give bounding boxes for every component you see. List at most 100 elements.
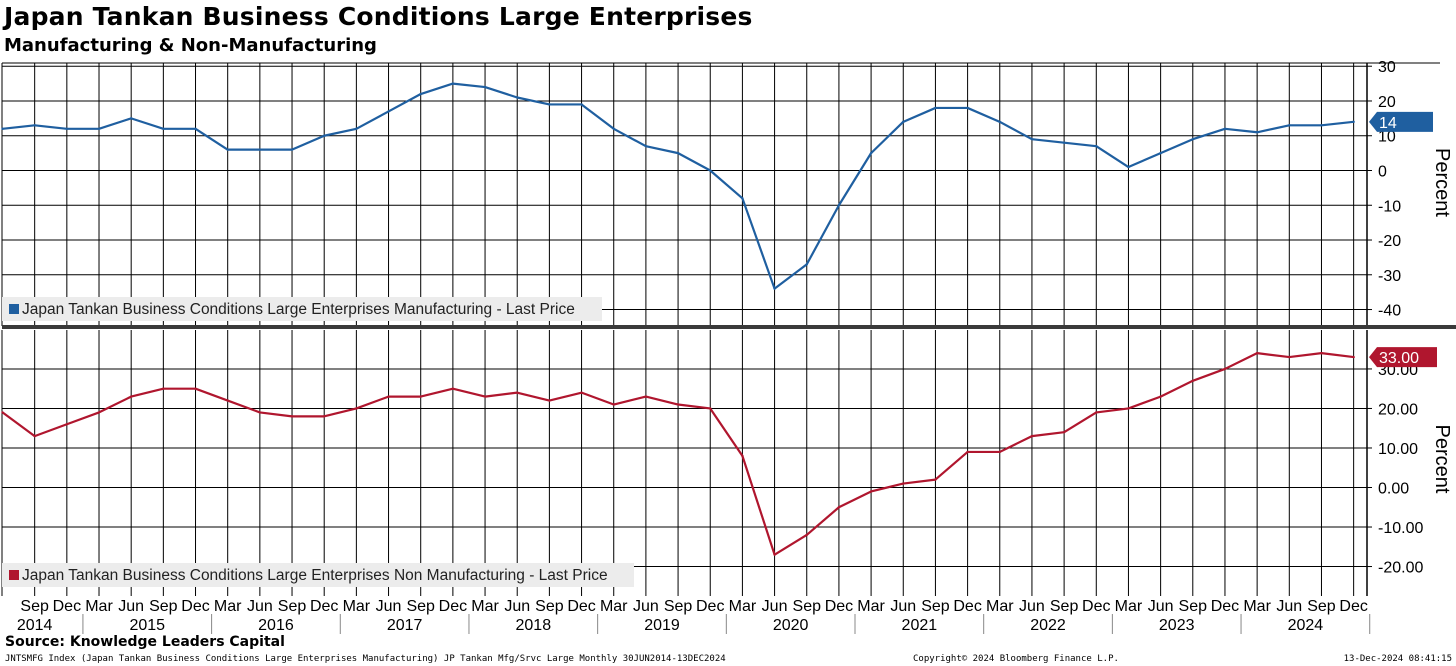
x-tick-label: Sep (535, 598, 564, 615)
data-point (580, 103, 583, 106)
y-tick-label: -30 (1378, 268, 1401, 285)
chart-panel-manufacturing: 30 20 10 0 -10 -20 -30 -40 Japan Tankan Business… (1, 59, 1453, 326)
x-tick-label: Dec (1082, 598, 1110, 615)
data-point (1352, 120, 1355, 124)
chart-title: Japan Tankan Business Conditions Large E… (4, 2, 753, 31)
data-point (709, 169, 712, 172)
data-point (998, 450, 1001, 454)
data-point (1030, 138, 1034, 141)
data-point (451, 387, 455, 390)
x-tick-label: Jun (1019, 598, 1045, 615)
y-tick-label: -10 (1378, 198, 1401, 215)
x-year-label: 2017 (387, 617, 423, 634)
data-point (966, 450, 969, 454)
last-value-label: 33.00 (1379, 350, 1419, 367)
data-point (1223, 367, 1227, 371)
data-point (129, 117, 133, 120)
data-point (65, 423, 69, 426)
x-year-label: 2024 (1288, 617, 1324, 634)
tankan-chart: 30 20 10 0 -10 -20 -30 -40 Japan Tankan Business… (1, 59, 1456, 634)
x-tick-label: Sep (406, 598, 435, 615)
x-tick-label: Mar (600, 598, 628, 615)
data-point (1255, 131, 1259, 134)
x-tick-label: Sep (1307, 598, 1336, 615)
x-year-label: 2022 (1030, 617, 1066, 634)
y-tick-label: 20.00 (1378, 401, 1418, 418)
data-point (934, 106, 937, 110)
data-point (741, 454, 744, 458)
x-tick-label: Jun (1148, 598, 1174, 615)
data-point (516, 96, 519, 99)
x-tick-label: Jun (1276, 598, 1302, 615)
x-tick-label: Mar (471, 598, 499, 615)
x-tick-label: Dec (1211, 598, 1239, 615)
data-point (323, 134, 326, 137)
x-tick-label: Dec (439, 598, 467, 615)
data-point (676, 403, 680, 406)
y-tick-label: -10.00 (1378, 520, 1423, 537)
x-tick-label: Mar (1243, 598, 1271, 615)
data-point (258, 148, 262, 151)
data-point (387, 110, 390, 113)
data-point (998, 120, 1001, 124)
data-point (258, 411, 262, 414)
data-point (1095, 144, 1098, 148)
y-axis-title: Percent (1431, 148, 1453, 217)
data-point (1288, 124, 1291, 127)
data-point (1191, 138, 1194, 141)
data-point (1095, 411, 1098, 414)
x-tick-label: Sep (921, 598, 950, 615)
data-point (162, 387, 165, 390)
legend-box (2, 563, 634, 587)
y-tick-label: -20 (1378, 233, 1401, 250)
data-point (548, 399, 551, 402)
x-tick-label: Jun (118, 598, 144, 615)
legend-swatch (9, 570, 19, 580)
data-point (548, 103, 551, 106)
data-point (1030, 434, 1034, 438)
data-point (419, 395, 422, 398)
x-year-label: 2014 (17, 617, 53, 634)
x-year-label: 2020 (773, 617, 809, 634)
data-point (483, 85, 487, 89)
y-tick-label: 10 (1378, 129, 1396, 146)
data-point (837, 204, 841, 207)
x-tick-label: Mar (214, 598, 242, 615)
data-point (516, 391, 519, 394)
legend-swatch (9, 304, 19, 314)
data-point (97, 127, 101, 130)
x-tick-label: Sep (664, 598, 693, 615)
data-point (902, 120, 905, 124)
data-point (129, 395, 133, 398)
x-tick-label: Mar (986, 598, 1014, 615)
data-point (290, 415, 294, 418)
data-point (1, 411, 4, 414)
data-point (33, 124, 36, 127)
data-point (1159, 395, 1162, 398)
data-point (902, 482, 905, 485)
x-tick-label: Jun (504, 598, 530, 615)
x-tick-label: Sep (20, 598, 49, 615)
x-tick-label: Dec (53, 598, 81, 615)
data-point (805, 533, 808, 537)
y-tick-label: -40 (1378, 303, 1401, 320)
data-point (194, 387, 197, 390)
data-point (1127, 407, 1130, 410)
x-tick-label: Mar (85, 598, 113, 615)
data-point (580, 391, 583, 394)
y-axis-title: Percent (1431, 425, 1453, 494)
x-tick-label: Sep (793, 598, 822, 615)
x-tick-label: Dec (696, 598, 724, 615)
data-point (837, 506, 841, 509)
x-year-label: 2023 (1159, 617, 1195, 634)
data-point (33, 434, 36, 438)
x-tick-label: Jun (247, 598, 273, 615)
x-tick-label: Dec (1339, 598, 1367, 615)
legend-box (2, 297, 602, 321)
data-point (805, 263, 808, 266)
data-point (773, 287, 776, 290)
data-point (1255, 351, 1259, 355)
data-point (1159, 151, 1162, 155)
data-point (869, 490, 873, 493)
